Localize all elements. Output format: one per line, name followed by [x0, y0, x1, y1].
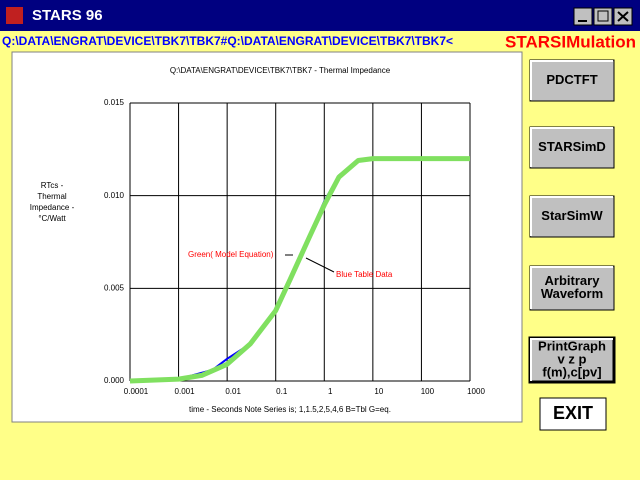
button-label: EXIT — [553, 403, 593, 423]
chart-title: Q:\DATA\ENGRAT\DEVICE\TBK7\TBK7 - Therma… — [170, 66, 391, 75]
button-label: Arbitrary — [545, 273, 601, 288]
button-label: PDCTFT — [546, 72, 597, 87]
button-bevel — [530, 127, 613, 167]
button-bevel — [530, 338, 613, 381]
app-name: STARSIMulation — [505, 32, 636, 51]
button[interactable] — [539, 397, 607, 431]
y-tick-label: 0.010 — [104, 191, 125, 200]
button-label: v z p — [558, 351, 587, 366]
close-icon — [617, 11, 629, 22]
chart-panel — [11, 51, 523, 423]
title-bar — [0, 0, 640, 31]
button-label: Waveform — [541, 286, 603, 301]
button-label: StarSimW — [541, 208, 603, 223]
window-title: STARS 96 — [32, 7, 103, 24]
annotation: Green( Model Equation) — [188, 250, 274, 259]
button-bevel — [530, 60, 613, 100]
y-axis-label: RTcs - — [41, 181, 64, 190]
annotation-arrow — [305, 257, 335, 273]
y-axis-label: °C/Watt — [38, 214, 66, 223]
x-tick-label: 100 — [421, 387, 435, 396]
x-tick-label: 1000 — [467, 387, 485, 396]
button-label: f(m),c[pv] — [542, 364, 601, 379]
series-line — [129, 156, 470, 384]
x-tick-label: 0.1 — [276, 387, 288, 396]
button[interactable] — [529, 265, 615, 311]
x-tick-label: 10 — [374, 387, 383, 396]
minimize-button[interactable] — [573, 7, 593, 26]
app-icon — [6, 7, 23, 24]
button[interactable] — [529, 126, 615, 169]
x-tick-label: 0.01 — [225, 387, 241, 396]
y-tick-label: 0.005 — [104, 283, 125, 292]
button-bevel — [530, 196, 613, 236]
x-axis-label: time - Seconds Note Series is; 1,1.5,2,5… — [189, 405, 391, 414]
y-axis-label: Impedance - — [30, 203, 75, 212]
y-axis-label: Thermal — [37, 192, 67, 201]
path-text: Q:\DATA\ENGRAT\DEVICE\TBK7\TBK7#Q:\DATA\… — [2, 34, 453, 48]
x-tick-label: 1 — [328, 387, 333, 396]
button[interactable] — [529, 195, 615, 238]
button-bevel — [530, 266, 613, 309]
x-tick-label: 0.001 — [175, 387, 196, 396]
annotation: Blue Table Data — [336, 270, 393, 279]
x-tick-label: 0.0001 — [124, 387, 149, 396]
button[interactable] — [529, 59, 615, 102]
maximize-icon — [597, 10, 609, 22]
button-label: PrintGraph — [538, 338, 606, 353]
y-tick-label: 0.015 — [104, 98, 125, 107]
y-tick-label: 0.000 — [104, 376, 125, 385]
button-label: STARSimD — [538, 139, 606, 154]
